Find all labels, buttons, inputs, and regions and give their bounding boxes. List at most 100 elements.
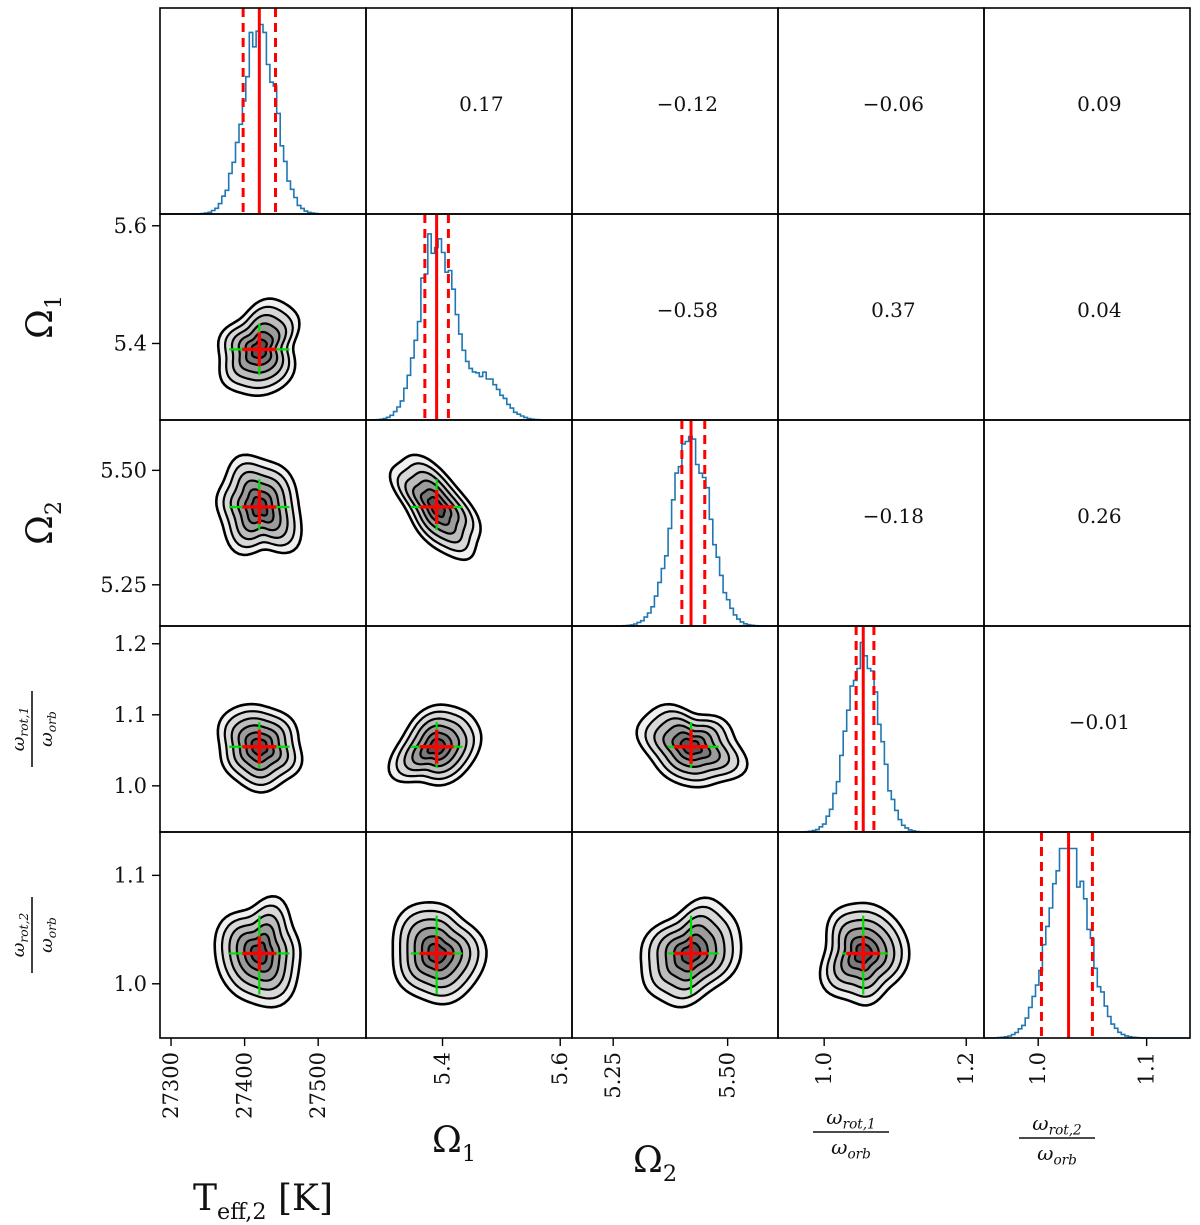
y-tick-label-wrot2: 1.1 (114, 863, 147, 887)
correlation-value-1-4: 0.04 (1077, 298, 1122, 322)
fraction-denominator: ωorb (831, 1135, 871, 1162)
fraction-numerator: ωrot,2 (8, 913, 31, 958)
x-tick-label-omega2: 5.25 (601, 1052, 625, 1099)
histogram-wrot2 (984, 847, 1190, 1039)
panel-2-1 (365, 419, 573, 627)
panel-1-0 (159, 213, 367, 421)
axis-label-omega2: Ω2 (20, 501, 67, 545)
histogram-teff2 (160, 23, 366, 215)
y-tick-label-omega1: 5.6 (114, 214, 147, 238)
panel-3-3 (777, 625, 985, 833)
axis-label-subscript: 2 (663, 1161, 677, 1187)
fraction-denominator-subscript: orb (1053, 1152, 1076, 1168)
fraction-denominator-symbol: ω (831, 1135, 847, 1159)
panel-frame (159, 7, 367, 215)
fraction-denominator: ωorb (36, 711, 59, 747)
y-tick-label-omega2: 5.50 (100, 458, 147, 482)
fraction-numerator-symbol: ω (8, 736, 29, 751)
x-tick-label-wrot2: 1.1 (1135, 1052, 1159, 1085)
x-tick-label-teff2: 27300 (159, 1052, 183, 1119)
panel-2-0 (159, 419, 367, 627)
x-tick-label-omega2: 5.50 (716, 1052, 740, 1099)
axis-label-omega1: Ω1 (432, 1120, 476, 1167)
panel-0-2: −0.12 (571, 7, 779, 215)
panel-4-3 (777, 831, 985, 1039)
histogram-omega2 (572, 435, 778, 627)
panel-2-4: 0.26 (983, 419, 1191, 627)
y-tick-label-wrot2: 1.0 (114, 972, 147, 996)
y-tick-label-wrot1: 1.1 (114, 703, 147, 727)
panel-0-3: −0.06 (777, 7, 985, 215)
fraction-numerator: ωrot,1 (8, 707, 31, 752)
axis-label-text: Ω2 (20, 501, 67, 545)
panel-1-1 (365, 213, 573, 421)
panel-4-1 (365, 831, 573, 1039)
panel-0-1: 0.17 (365, 7, 573, 215)
panel-frame (365, 213, 573, 421)
x-tick-label-omega1: 5.4 (431, 1052, 455, 1085)
correlation-value-0-3: −0.06 (863, 92, 924, 116)
panel-0-0 (159, 7, 367, 215)
panel-4-0 (159, 831, 367, 1039)
fraction-numerator-subscript: rot,2 (17, 913, 31, 943)
histogram-wrot1 (778, 641, 984, 833)
axis-label-text: Ω1 (20, 295, 67, 339)
panel-4-2 (571, 831, 779, 1039)
x-tick-label-wrot1: 1.0 (812, 1052, 836, 1085)
axis-label-subscript: 2 (41, 501, 67, 515)
panel-3-0 (159, 625, 367, 833)
panel-1-4: 0.04 (983, 213, 1191, 421)
x-tick-label-teff2: 27400 (233, 1052, 257, 1119)
histogram-omega1 (366, 233, 572, 421)
fraction-numerator-subscript: rot,1 (17, 707, 31, 737)
axis-label-main: T (193, 1178, 217, 1219)
fraction-numerator: ωrot,2 (1032, 1111, 1081, 1138)
correlation-value-0-1: 0.17 (459, 92, 504, 116)
x-tick-label-omega1: 5.6 (548, 1052, 572, 1085)
correlation-value-0-4: 0.09 (1077, 92, 1122, 116)
panel-4-4 (983, 831, 1191, 1039)
axis-label-omega1: Ω1 (20, 295, 67, 339)
correlation-value-1-2: −0.58 (657, 298, 718, 322)
fraction-numerator: ωrot,1 (826, 1105, 875, 1132)
axis-label-subscript: 1 (462, 1141, 476, 1167)
x-tick-label-wrot2: 1.0 (1026, 1052, 1050, 1085)
axis-label-main: Ω (633, 1140, 663, 1181)
fraction-denominator-subscript: orb (45, 711, 59, 732)
panel-3-2 (571, 625, 779, 833)
x-tick-label-wrot1: 1.2 (954, 1052, 978, 1085)
y-tick-label-omega2: 5.25 (100, 573, 147, 597)
axis-label-main: Ω (432, 1120, 462, 1161)
y-tick-label-wrot1: 1.2 (114, 632, 147, 656)
correlation-value-3-4: −0.01 (1069, 710, 1130, 734)
correlation-value-0-2: −0.12 (657, 92, 718, 116)
axis-label-text: Ω1 (432, 1120, 476, 1167)
fraction-numerator-subscript: rot,2 (1049, 1122, 1082, 1138)
panel-frame (983, 831, 1191, 1039)
axis-label-main: Ω (20, 309, 61, 339)
axis-label-teff2: Teff,2 [K] (193, 1178, 333, 1225)
x-tick-label-teff2: 27500 (306, 1052, 330, 1119)
y-tick-label-omega1: 5.4 (114, 331, 147, 355)
fraction-denominator: ωorb (1037, 1141, 1077, 1168)
correlation-value-1-3: 0.37 (871, 298, 916, 322)
axis-label-omega2: Ω2 (633, 1140, 677, 1187)
panel-3-4: −0.01 (983, 625, 1191, 833)
panel-0-4: 0.09 (983, 7, 1191, 215)
panel-frame (571, 419, 779, 627)
fraction-denominator-symbol: ω (36, 938, 57, 953)
panel-2-2 (571, 419, 779, 627)
fraction-denominator-symbol: ω (1037, 1141, 1053, 1165)
axis-label-main: Ω (20, 515, 61, 545)
fraction-denominator: ωorb (36, 917, 59, 953)
axis-label-text: Ω2 (633, 1140, 677, 1187)
fraction-denominator-subscript: orb (847, 1146, 870, 1162)
axis-label-subscript: eff,2 (217, 1199, 267, 1225)
fraction-numerator-symbol: ω (826, 1105, 842, 1129)
panel-1-2: −0.58 (571, 213, 779, 421)
